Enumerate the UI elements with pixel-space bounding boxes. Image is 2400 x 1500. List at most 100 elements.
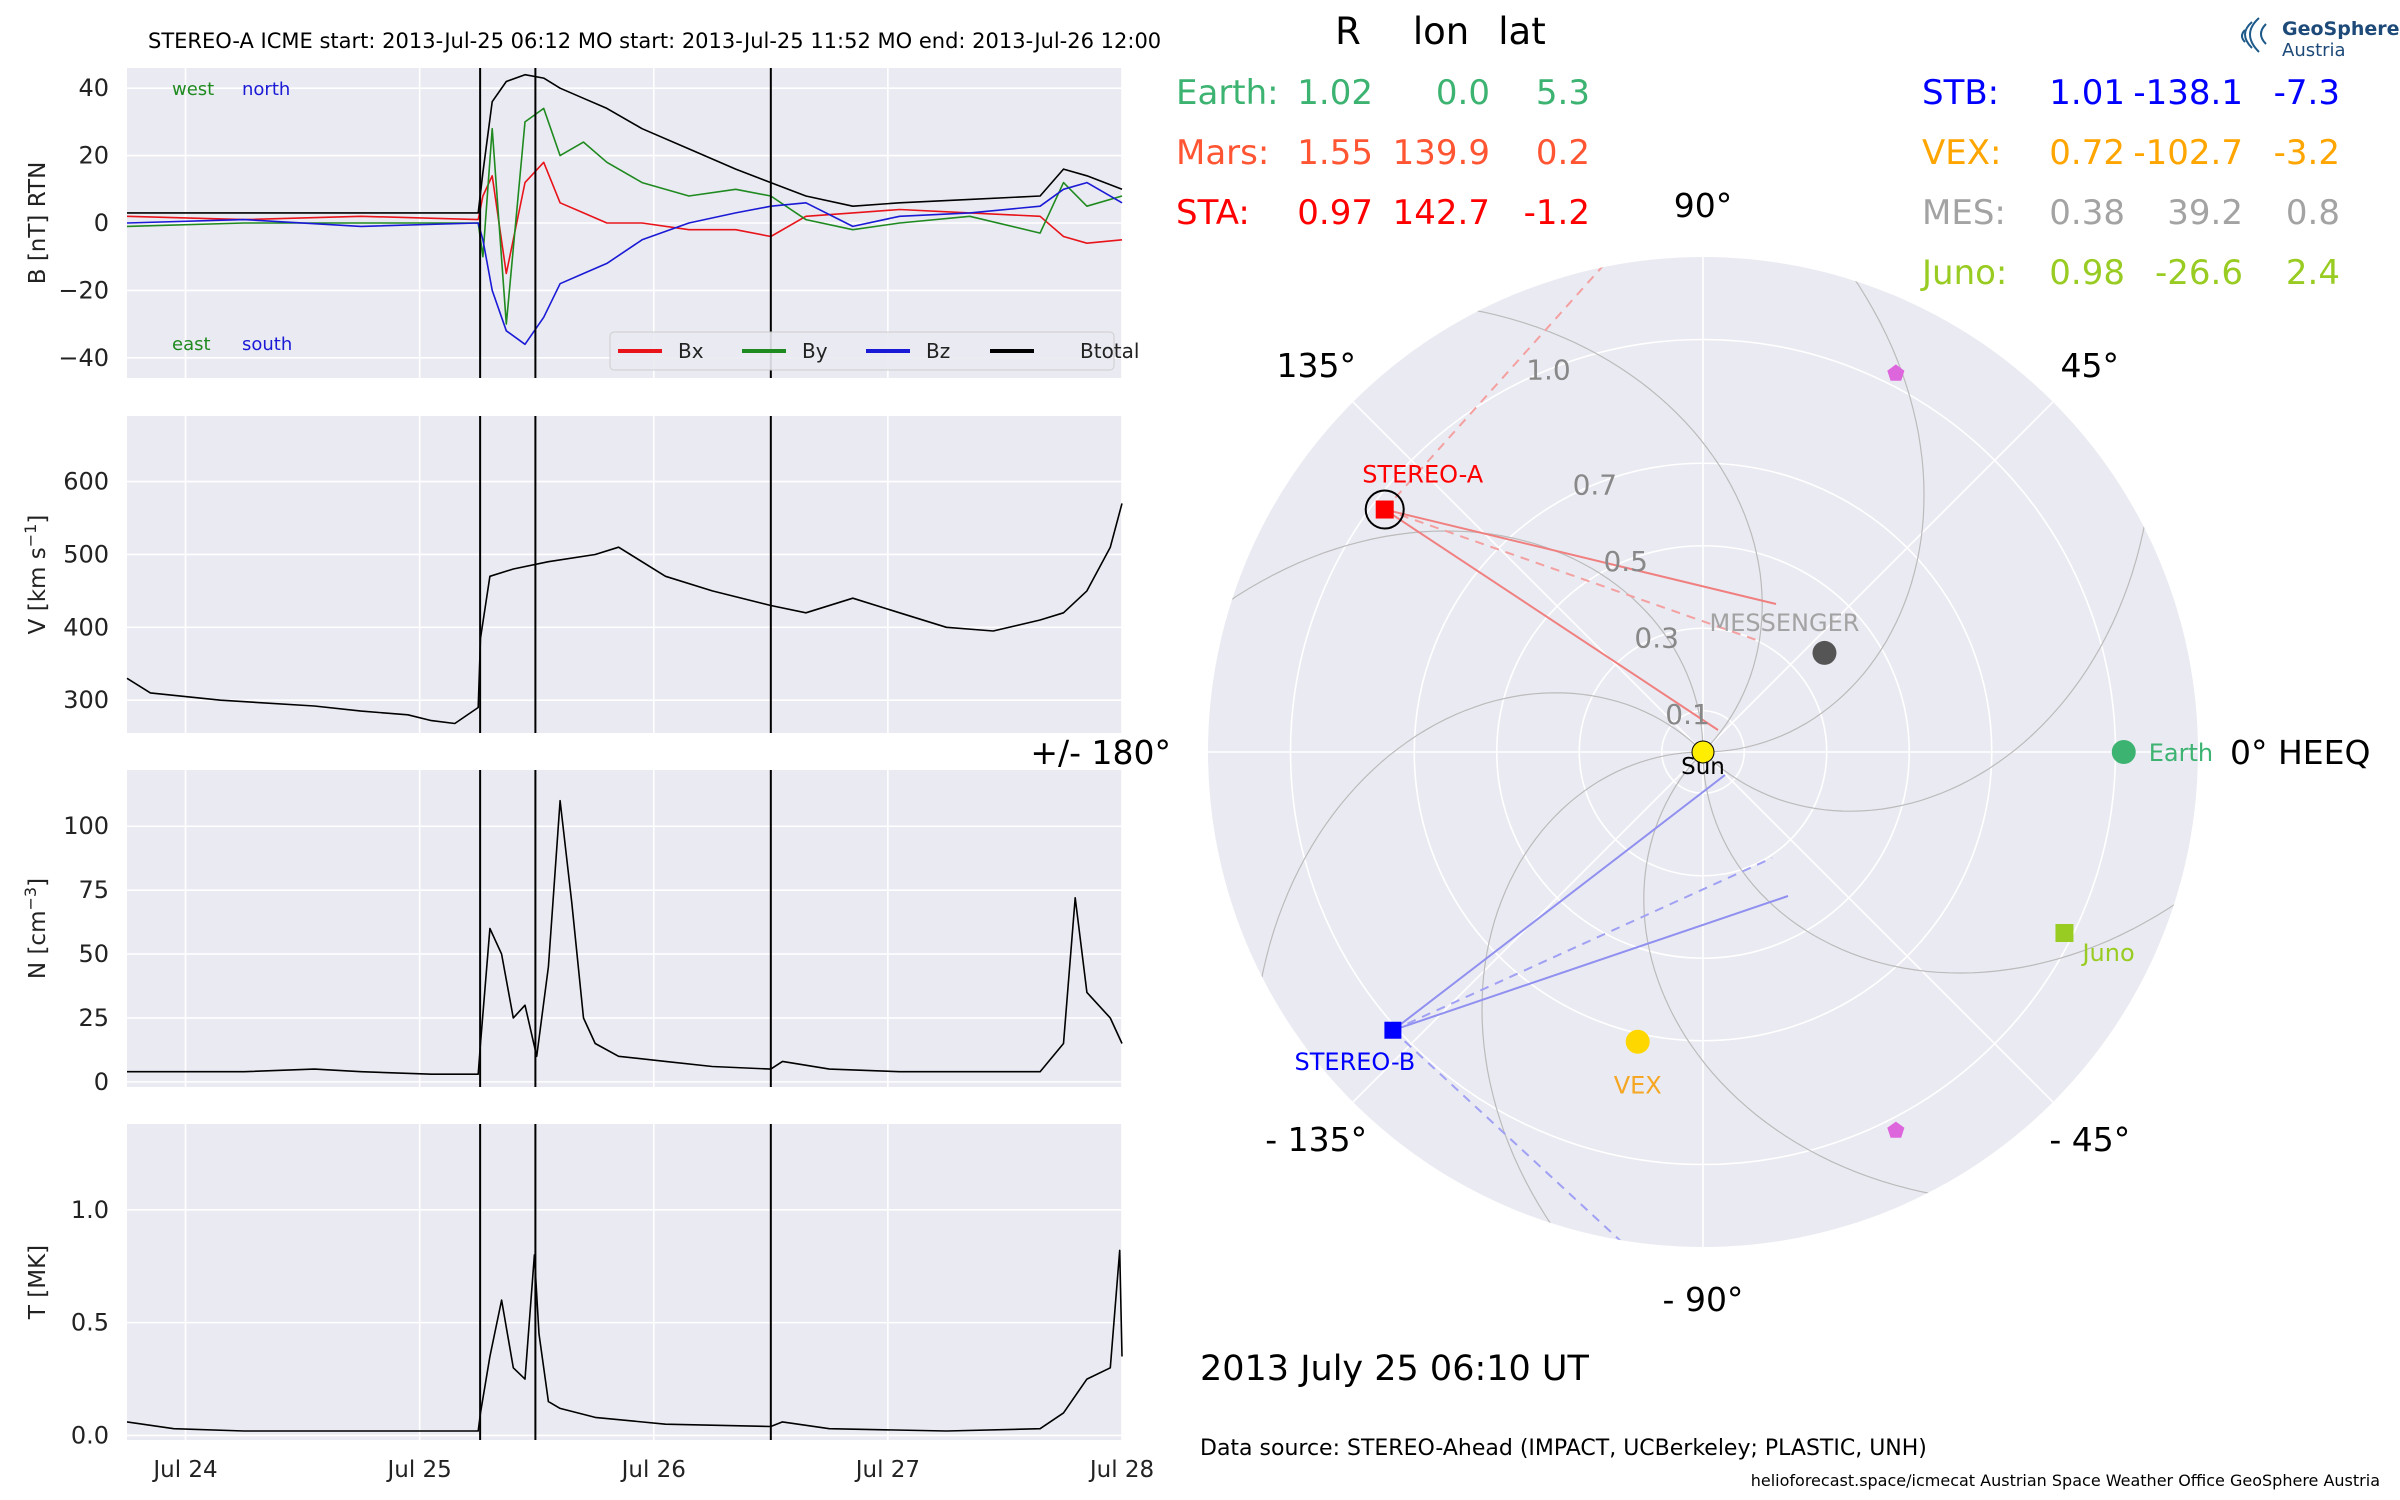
y-tick-label: 400	[63, 613, 109, 641]
sta-highlight-ring	[1364, 489, 1405, 530]
time-axis: Jul 24 Jul 25 Jul 26 Jul 27 Jul 28	[151, 1457, 1154, 1483]
table-right-lat: -3.2	[2274, 133, 2340, 173]
temperature-panel: 1.0 0.5 0.0 T [MK]	[25, 1124, 1123, 1449]
stereo-b-marker	[1384, 1021, 1402, 1039]
angle-label: 0° HEEQ	[2230, 733, 2370, 772]
sta-field-line-dashed	[1384, 508, 1763, 643]
table-left-lon: 142.7	[1393, 193, 1490, 233]
series-line-bx	[126, 161, 1123, 275]
table-right-name: STB:	[1922, 73, 1999, 113]
parker-spiral	[1481, 751, 1704, 1247]
parker-spiral	[1702, 257, 1925, 753]
parker-spiral	[1410, 301, 1763, 753]
table-left-name: STA:	[1176, 193, 1250, 233]
vex-marker	[1625, 1029, 1650, 1054]
y-tick-label: 40	[78, 74, 109, 102]
series-line-v	[126, 503, 1123, 725]
polar-ring	[1660, 709, 1746, 795]
table-right-r: 0.98	[2049, 253, 2125, 293]
stereo-b-label: STEREO-B	[1295, 1048, 1416, 1076]
speed-panel: 600 500 400 300 V [km s−1]	[21, 416, 1123, 733]
angle-label: +/- 180°	[1030, 733, 1171, 772]
sta-field-line	[1384, 508, 1719, 731]
table-header-r: R	[1335, 10, 1361, 53]
stb-field-line	[1392, 895, 1789, 1032]
messenger-marker	[1812, 640, 1837, 665]
table-left-name: Mars:	[1176, 133, 1269, 173]
table-header-lat: lat	[1498, 10, 1545, 53]
polar-position-plot: 0.1 0.3 0.5 0.7 1.0 90° 45° 0° HEEQ - 45° - 90° - …	[1030, 186, 2370, 1319]
sta-field-line	[1384, 508, 1777, 605]
panel-background	[127, 770, 1122, 1087]
y-tick-label: −40	[58, 344, 109, 372]
credits-label: helioforecast.space/icmecat Austrian Spa…	[1751, 1471, 2380, 1490]
data-source-label: Data source: STEREO-Ahead (IMPACT, UCBer…	[1200, 1436, 1927, 1461]
panel-background	[127, 1124, 1122, 1440]
mars-marker-2-marker	[1887, 1121, 1905, 1138]
parker-spiral	[1702, 751, 2198, 974]
table-left-r: 0.97	[1297, 193, 1373, 233]
legend-label-bz: Bz	[926, 339, 950, 363]
table-left-name: Earth:	[1176, 73, 1279, 113]
x-tick-label: Jul 24	[151, 1457, 217, 1483]
earth-label: Earth	[2149, 739, 2213, 767]
table-right-lon: 39.2	[2167, 193, 2243, 233]
table-right-name: Juno:	[1920, 253, 2007, 293]
table-left-lon: 139.9	[1393, 133, 1490, 173]
angle-label: - 90°	[1663, 1280, 1744, 1319]
r-tick-label: 1.0	[1526, 354, 1571, 387]
table-right-r: 0.72	[2049, 133, 2125, 173]
x-tick-label: Jul 26	[620, 1457, 686, 1483]
r-tick-label: 0.5	[1603, 545, 1648, 578]
y-tick-label: 600	[63, 468, 109, 496]
magnetic-field-panel: 40 20 0 −20 −40 B [nT] RTN west north east south B…	[25, 68, 1139, 378]
legend-frame	[609, 331, 1115, 371]
table-left-lat: -1.2	[1524, 193, 1590, 233]
table-right-r: 0.38	[2049, 193, 2125, 233]
parker-spiral	[1208, 530, 1704, 753]
x-tick-label: Jul 25	[385, 1457, 451, 1483]
stereo-a-label: STEREO-A	[1362, 461, 1484, 489]
angle-label: 135°	[1276, 346, 1356, 385]
y-axis-label: N [cm−3]	[21, 878, 51, 979]
y-tick-label: 500	[63, 540, 109, 568]
logo-line1: GeoSphere	[2282, 18, 2400, 40]
annotation-east: east	[172, 334, 211, 355]
legend-label-by: By	[802, 339, 828, 363]
x-tick-label: Jul 27	[854, 1457, 920, 1483]
y-axis-label: T [MK]	[25, 1245, 51, 1320]
stb-field-line	[1392, 774, 1726, 1032]
stereo-a-marker	[1375, 500, 1394, 519]
series-line-n	[127, 799, 1123, 1075]
y-tick-label: 0	[94, 1068, 109, 1096]
timestamp-label: 2013 July 25 06:10 UT	[1200, 1349, 1590, 1389]
earth-marker	[2111, 740, 2136, 764]
table-right-name: VEX:	[1922, 133, 2002, 173]
table-header-lon: lon	[1413, 10, 1469, 53]
polar-ring	[1495, 544, 1911, 960]
annotation-west: west	[172, 79, 214, 100]
angle-label: 90°	[1674, 186, 1733, 225]
y-tick-label: 75	[78, 876, 109, 904]
x-tick-label: Jul 28	[1088, 1457, 1154, 1483]
polar-ring	[1578, 627, 1828, 877]
y-tick-label: 50	[78, 940, 109, 968]
polar-ring	[1413, 462, 1993, 1042]
panel-background	[127, 416, 1122, 733]
table-right-lat: -7.3	[2274, 73, 2340, 113]
table-right-lat: 2.4	[2286, 253, 2340, 293]
figure-title: STEREO-A ICME start: 2013-Jul-25 06:12 M…	[148, 29, 1161, 53]
series-line-btotal	[127, 73, 1123, 214]
table-right-lon: -138.1	[2133, 73, 2243, 113]
legend: Bx By Bz Btotal	[609, 331, 1139, 371]
juno-label: Juno	[2080, 939, 2134, 967]
series-line-bz	[126, 181, 1123, 346]
parker-spiral	[1702, 459, 2154, 812]
logo-line2: Austria	[2282, 40, 2346, 61]
mars-marker-1-marker	[1887, 364, 1905, 381]
r-tick-label: 0.1	[1665, 698, 1710, 731]
y-axis-label: B [nT] RTN	[25, 162, 51, 285]
logo-swirl-icon	[2241, 17, 2267, 53]
